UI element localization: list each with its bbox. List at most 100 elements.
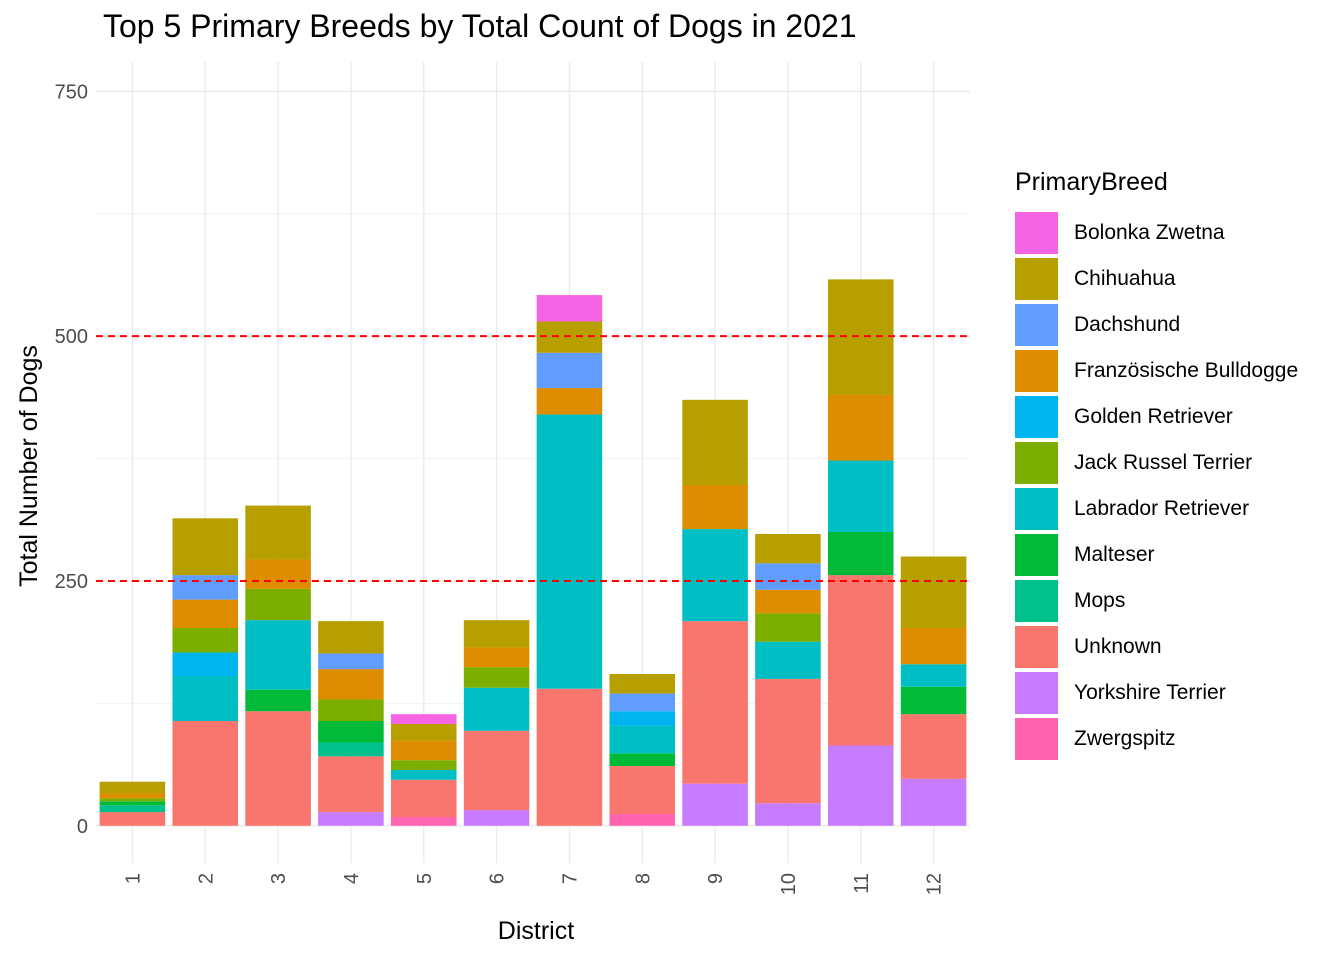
legend-label: Dachshund bbox=[1074, 313, 1181, 336]
bar-district-12-yorkshire-terrier bbox=[900, 778, 967, 826]
bar-district-9-chihuahua bbox=[682, 399, 748, 486]
x-tick-label: 3 bbox=[268, 873, 290, 884]
bar-district-5-labrador-retriever bbox=[390, 769, 457, 780]
y-tick-label: 250 bbox=[55, 571, 88, 593]
bar-district-6-labrador-retriever bbox=[463, 687, 530, 731]
legend-label: Unknown bbox=[1074, 635, 1162, 658]
bar-district-2-golden-retriever bbox=[172, 652, 239, 676]
bar-district-10-franz-sische-bulldogge bbox=[755, 589, 821, 614]
bar-district-7-franz-sische-bulldogge bbox=[536, 388, 603, 415]
bar-district-5-bolonka-zwetna bbox=[390, 714, 457, 724]
legend-item-mops: Mops bbox=[1015, 578, 1298, 624]
bar-district-3-unknown bbox=[245, 711, 311, 826]
legend-item-malteser: Malteser bbox=[1015, 532, 1298, 578]
legend-label: Mops bbox=[1074, 589, 1126, 612]
bar-district-8-malteser bbox=[609, 753, 676, 767]
bar-district-5-zwergspitz bbox=[390, 816, 457, 826]
bar-district-12-unknown bbox=[900, 714, 967, 779]
x-tick-label: 1 bbox=[122, 873, 144, 884]
bar-district-8-dachshund bbox=[609, 693, 676, 712]
legend-swatch bbox=[1015, 258, 1058, 300]
bar-district-2-jack-russel-terrier bbox=[172, 627, 239, 653]
bar-district-10-jack-russel-terrier bbox=[755, 613, 821, 642]
y-tick-label: 0 bbox=[77, 816, 88, 838]
x-tick-label: 5 bbox=[414, 873, 436, 884]
legend-swatch bbox=[1015, 350, 1058, 392]
bar-district-5-franz-sische-bulldogge bbox=[390, 740, 457, 761]
x-tick-labels: 1 2 3 4 5 6 7 8 9 10 11 12 bbox=[122, 873, 945, 895]
bar-district-5-jack-russel-terrier bbox=[390, 760, 457, 770]
legend-swatch bbox=[1015, 396, 1058, 438]
y-tick-labels: 0 250 500 750 bbox=[55, 81, 88, 837]
bar-district-4-unknown bbox=[318, 756, 384, 813]
bar-district-11-malteser bbox=[827, 532, 894, 576]
bar-district-7-unknown bbox=[536, 688, 603, 826]
bar-district-5-chihuahua bbox=[390, 723, 457, 741]
x-tick-label: 10 bbox=[778, 873, 800, 895]
x-tick-label: 4 bbox=[341, 873, 363, 884]
legend-label: Labrador Retriever bbox=[1074, 497, 1250, 520]
bar-district-9-unknown bbox=[682, 621, 748, 784]
legend: PrimaryBreed Bolonka Zwetna Chihuahua Dach… bbox=[1015, 168, 1298, 762]
legend-label: Malteser bbox=[1074, 543, 1155, 566]
bar-district-1-chihuahua bbox=[99, 781, 166, 794]
x-tick-label: 7 bbox=[559, 873, 581, 884]
bar-district-12-franz-sische-bulldogge bbox=[900, 627, 967, 665]
legend-item-labrador-retriever: Labrador Retriever bbox=[1015, 486, 1298, 532]
legend-swatch bbox=[1015, 718, 1058, 760]
legend-item-yorkshire-terrier: Yorkshire Terrier bbox=[1015, 670, 1298, 716]
bar-district-5-unknown bbox=[390, 779, 457, 817]
chart-title: Top 5 Primary Breeds by Total Count of D… bbox=[103, 8, 857, 44]
bar-district-10-dachshund bbox=[755, 563, 821, 590]
legend-title: PrimaryBreed bbox=[1015, 168, 1168, 196]
legend-item-unknown: Unknown bbox=[1015, 624, 1298, 670]
legend-swatch bbox=[1015, 626, 1058, 668]
bar-district-10-labrador-retriever bbox=[755, 641, 821, 679]
bar-district-6-franz-sische-bulldogge bbox=[463, 647, 530, 668]
legend-label: Zwergspitz bbox=[1074, 727, 1176, 750]
bar-district-2-franz-sische-bulldogge bbox=[172, 599, 239, 628]
bar-district-3-malteser bbox=[245, 689, 311, 712]
bar-district-3-jack-russel-terrier bbox=[245, 588, 311, 621]
legend-swatch bbox=[1015, 304, 1058, 346]
bar-district-8-zwergspitz bbox=[609, 814, 676, 826]
bar-district-10-unknown bbox=[755, 678, 821, 804]
legend-item-jack-russel-terrier: Jack Russel Terrier bbox=[1015, 440, 1298, 486]
bar-district-9-yorkshire-terrier bbox=[682, 783, 748, 826]
bar-district-4-franz-sische-bulldogge bbox=[318, 669, 384, 700]
bar-district-9-franz-sische-bulldogge bbox=[682, 485, 748, 530]
legend-items: Bolonka Zwetna Chihuahua Dachshund Französi… bbox=[1015, 210, 1298, 762]
bar-district-6-chihuahua bbox=[463, 620, 530, 648]
legend-label: Yorkshire Terrier bbox=[1074, 681, 1226, 704]
legend-label: Jack Russel Terrier bbox=[1074, 451, 1253, 474]
bar-district-4-chihuahua bbox=[318, 621, 384, 654]
legend-item-franz-sische-bulldogge: Französische Bulldogge bbox=[1015, 348, 1298, 394]
bar-district-4-yorkshire-terrier bbox=[318, 812, 384, 826]
bar-district-2-unknown bbox=[172, 721, 239, 826]
legend-label: Bolonka Zwetna bbox=[1074, 221, 1225, 244]
x-tick-label: 12 bbox=[924, 873, 946, 895]
bar-district-12-labrador-retriever bbox=[900, 664, 967, 687]
legend-label: Golden Retriever bbox=[1074, 405, 1233, 428]
legend-item-bolonka-zwetna: Bolonka Zwetna bbox=[1015, 210, 1298, 256]
bar-district-7-labrador-retriever bbox=[536, 414, 603, 689]
bar-district-12-malteser bbox=[900, 686, 967, 715]
bar-district-2-labrador-retriever bbox=[172, 675, 239, 722]
bar-district-11-chihuahua bbox=[827, 279, 894, 395]
bar-district-7-bolonka-zwetna bbox=[536, 295, 603, 322]
legend-swatch bbox=[1015, 488, 1058, 530]
y-tick-label: 500 bbox=[55, 326, 88, 348]
bar-district-8-golden-retriever bbox=[609, 711, 676, 726]
legend-swatch bbox=[1015, 442, 1058, 484]
legend-swatch bbox=[1015, 534, 1058, 576]
bar-district-1-mops bbox=[99, 805, 166, 813]
bar-district-9-labrador-retriever bbox=[682, 529, 748, 622]
bar-district-6-unknown bbox=[463, 730, 530, 811]
bar-district-8-unknown bbox=[609, 766, 676, 815]
x-tick-label: 11 bbox=[851, 873, 873, 894]
bar-district-1-unknown bbox=[99, 812, 166, 826]
bar-district-12-chihuahua bbox=[900, 556, 967, 628]
bar-district-4-dachshund bbox=[318, 653, 384, 670]
y-tick-label: 750 bbox=[55, 81, 88, 103]
bar-district-10-chihuahua bbox=[755, 533, 821, 564]
